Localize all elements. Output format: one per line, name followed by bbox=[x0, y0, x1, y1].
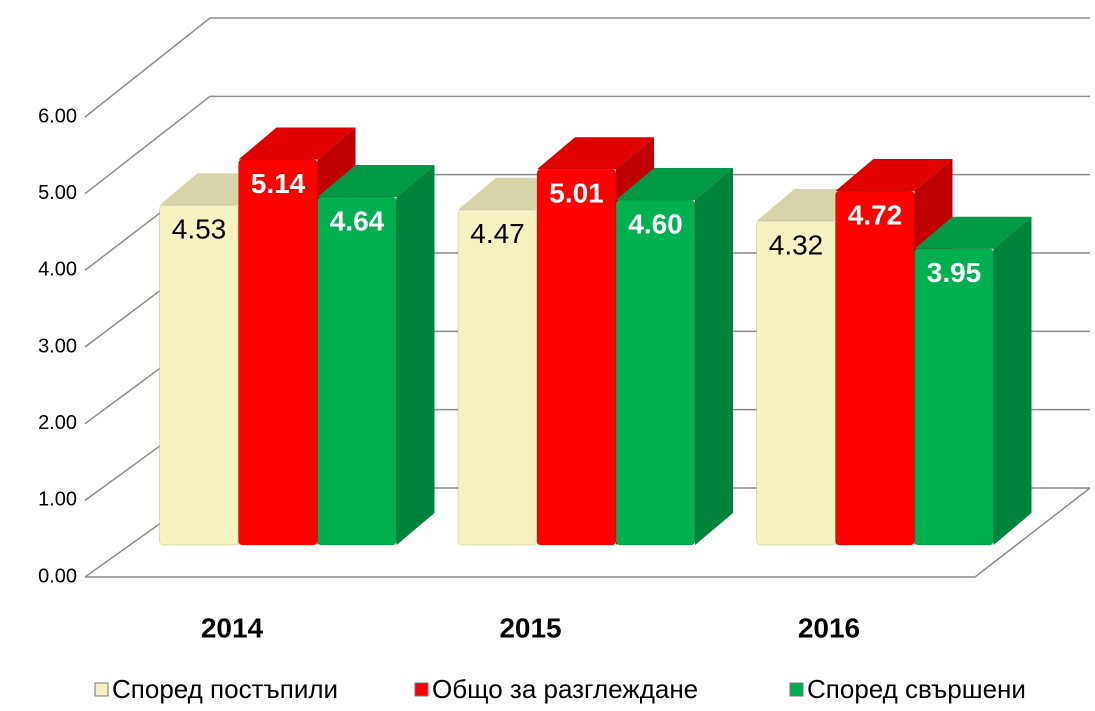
y-tick-label: 0.00 bbox=[38, 565, 77, 587]
x-tick-label: 2016 bbox=[798, 612, 860, 643]
bar bbox=[615, 168, 733, 546]
y-tick-label: 4.00 bbox=[38, 259, 77, 281]
bar-front bbox=[914, 248, 994, 546]
legend-label: Общо за разглеждане bbox=[432, 674, 698, 704]
bar-side bbox=[993, 216, 1032, 545]
bar-top-shade bbox=[835, 159, 953, 191]
bar bbox=[914, 216, 1032, 546]
data-label: 4.64 bbox=[330, 205, 385, 236]
y-tick-label: 6.00 bbox=[38, 105, 77, 127]
x-tick-label: 2014 bbox=[201, 612, 264, 643]
bar-side-shade bbox=[993, 216, 1032, 545]
grid-line bbox=[84, 17, 1090, 118]
data-label: 4.47 bbox=[470, 218, 525, 249]
bar-side-shade bbox=[396, 165, 435, 545]
y-tick-label: 1.00 bbox=[38, 489, 77, 511]
bar-top-shade bbox=[914, 216, 1032, 249]
bar-front bbox=[835, 190, 915, 546]
bar-front bbox=[536, 168, 617, 546]
bar-front bbox=[756, 220, 836, 546]
bar-top-shade bbox=[537, 137, 654, 170]
data-label: 4.60 bbox=[628, 208, 683, 239]
data-label: 3.95 bbox=[927, 257, 982, 288]
data-label: 5.01 bbox=[549, 178, 604, 209]
data-label: 4.53 bbox=[172, 214, 227, 245]
legend-marker bbox=[789, 682, 804, 697]
bar-front bbox=[159, 204, 239, 546]
bar-top bbox=[616, 168, 733, 200]
grid-line bbox=[84, 95, 1090, 195]
bar-top bbox=[537, 137, 654, 170]
data-label: 4.72 bbox=[848, 199, 903, 230]
x-tick-label: 2015 bbox=[499, 612, 561, 643]
bar-top bbox=[317, 165, 435, 197]
legend-label: Според свършени bbox=[807, 674, 1026, 704]
bar-front bbox=[238, 159, 318, 546]
bar-side bbox=[695, 168, 733, 545]
bar-top-shade bbox=[238, 127, 356, 160]
bar-front bbox=[317, 196, 397, 546]
bar-side-shade bbox=[695, 168, 733, 545]
legend-label: Според постъпили bbox=[112, 674, 338, 704]
bar-top-shade bbox=[317, 165, 435, 197]
y-tick-label: 3.00 bbox=[38, 335, 77, 357]
bar-front bbox=[615, 199, 696, 546]
legend-marker bbox=[94, 682, 109, 697]
bar-top bbox=[238, 127, 356, 160]
y-tick-label: 5.00 bbox=[38, 182, 77, 204]
data-label: 4.32 bbox=[769, 229, 824, 260]
bar bbox=[317, 165, 435, 546]
floor-edge bbox=[85, 487, 1091, 578]
bar-top bbox=[914, 216, 1032, 249]
y-tick-label: 2.00 bbox=[38, 412, 77, 434]
bar-side bbox=[396, 165, 435, 545]
bar-front bbox=[457, 209, 538, 546]
data-label: 5.14 bbox=[251, 168, 306, 199]
bar-top-shade bbox=[616, 168, 733, 200]
bar-top bbox=[835, 159, 953, 191]
legend-marker bbox=[414, 682, 429, 697]
